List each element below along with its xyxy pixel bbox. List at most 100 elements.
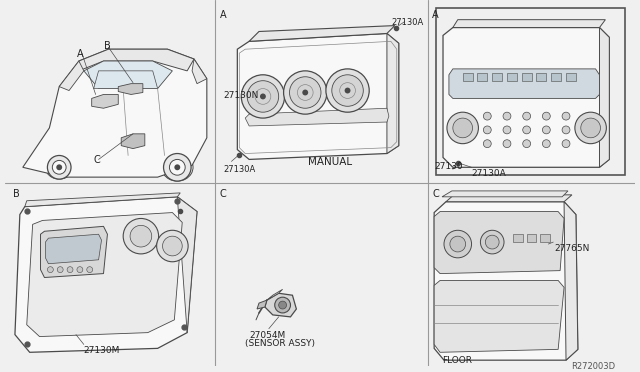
Circle shape	[130, 225, 152, 247]
Circle shape	[562, 112, 570, 120]
Polygon shape	[84, 61, 172, 89]
Circle shape	[241, 75, 285, 118]
Circle shape	[275, 297, 291, 313]
Polygon shape	[527, 234, 536, 242]
Circle shape	[543, 112, 550, 120]
Text: 27130A: 27130A	[392, 18, 424, 27]
Circle shape	[575, 112, 606, 144]
Circle shape	[485, 235, 499, 249]
Text: 27130A: 27130A	[223, 165, 256, 174]
Text: C: C	[432, 189, 439, 199]
Text: 27130N: 27130N	[223, 90, 259, 100]
Polygon shape	[177, 197, 197, 333]
Circle shape	[57, 267, 63, 273]
Circle shape	[503, 126, 511, 134]
Circle shape	[47, 267, 53, 273]
Polygon shape	[434, 202, 578, 360]
Polygon shape	[564, 202, 578, 360]
Circle shape	[450, 236, 466, 252]
Circle shape	[247, 81, 278, 112]
Circle shape	[163, 236, 182, 256]
Text: C: C	[220, 189, 227, 199]
Polygon shape	[267, 289, 283, 300]
Circle shape	[580, 118, 600, 138]
Polygon shape	[443, 28, 609, 167]
Circle shape	[164, 154, 191, 181]
Text: A: A	[77, 49, 84, 59]
Polygon shape	[79, 49, 194, 71]
Polygon shape	[60, 61, 84, 90]
Circle shape	[543, 140, 550, 148]
Polygon shape	[15, 197, 197, 352]
Circle shape	[523, 112, 531, 120]
Circle shape	[123, 218, 159, 254]
Polygon shape	[442, 191, 568, 197]
Circle shape	[562, 126, 570, 134]
Circle shape	[260, 93, 266, 99]
Circle shape	[453, 118, 472, 138]
Polygon shape	[566, 73, 576, 81]
Polygon shape	[245, 108, 389, 126]
Polygon shape	[507, 73, 517, 81]
Polygon shape	[492, 73, 502, 81]
Polygon shape	[536, 73, 547, 81]
Polygon shape	[93, 71, 157, 89]
Polygon shape	[463, 73, 472, 81]
Polygon shape	[92, 94, 118, 108]
Polygon shape	[453, 20, 605, 28]
Polygon shape	[192, 59, 207, 84]
Text: 27130: 27130	[434, 162, 463, 171]
Circle shape	[447, 112, 479, 144]
Circle shape	[483, 140, 492, 148]
Polygon shape	[551, 73, 561, 81]
Polygon shape	[45, 234, 102, 264]
Text: A: A	[432, 10, 439, 20]
Polygon shape	[249, 26, 395, 41]
Circle shape	[284, 71, 327, 114]
Circle shape	[444, 230, 472, 258]
Circle shape	[289, 77, 321, 108]
Circle shape	[67, 267, 73, 273]
Polygon shape	[434, 280, 564, 352]
Polygon shape	[121, 134, 145, 148]
Text: C: C	[93, 155, 100, 166]
Text: (SENSOR ASSY): (SENSOR ASSY)	[245, 339, 316, 347]
Circle shape	[503, 140, 511, 148]
Polygon shape	[118, 84, 143, 94]
Polygon shape	[434, 212, 564, 273]
Polygon shape	[477, 73, 487, 81]
Text: A: A	[220, 10, 227, 20]
Circle shape	[344, 87, 351, 93]
Polygon shape	[40, 226, 108, 278]
Polygon shape	[27, 212, 182, 337]
Circle shape	[77, 267, 83, 273]
Circle shape	[523, 126, 531, 134]
Circle shape	[302, 90, 308, 96]
Text: 27054M: 27054M	[249, 331, 285, 340]
Polygon shape	[265, 293, 296, 317]
Circle shape	[483, 112, 492, 120]
Polygon shape	[522, 73, 532, 81]
Polygon shape	[237, 33, 399, 160]
Circle shape	[523, 140, 531, 148]
Circle shape	[174, 164, 180, 170]
Text: MANUAL: MANUAL	[308, 157, 352, 167]
Circle shape	[562, 140, 570, 148]
Circle shape	[157, 230, 188, 262]
Polygon shape	[513, 234, 523, 242]
Circle shape	[326, 69, 369, 112]
Circle shape	[483, 126, 492, 134]
Text: B: B	[104, 41, 110, 51]
Text: FLOOR: FLOOR	[442, 356, 472, 365]
Polygon shape	[446, 195, 572, 202]
Circle shape	[543, 126, 550, 134]
Polygon shape	[257, 300, 267, 309]
Polygon shape	[25, 193, 180, 207]
Polygon shape	[387, 33, 399, 154]
Text: R272003D: R272003D	[571, 362, 615, 371]
Circle shape	[87, 267, 93, 273]
Text: 27130A: 27130A	[472, 169, 506, 178]
Circle shape	[503, 112, 511, 120]
Text: B: B	[13, 189, 20, 199]
Polygon shape	[449, 69, 600, 99]
